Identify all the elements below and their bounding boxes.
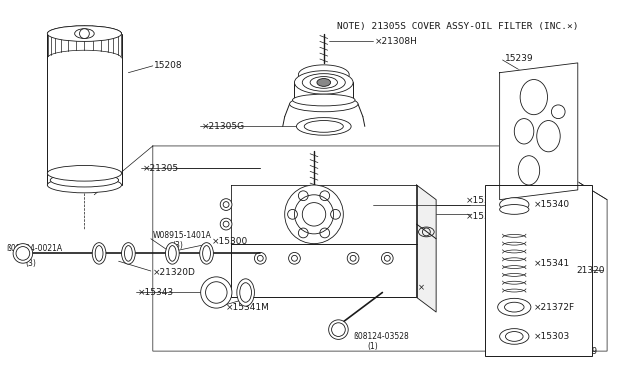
Ellipse shape: [50, 173, 118, 187]
Circle shape: [350, 255, 356, 261]
Text: (1): (1): [368, 342, 378, 351]
Circle shape: [220, 199, 232, 211]
Bar: [485, 185, 593, 356]
Text: ×21320D: ×21320D: [153, 269, 196, 278]
Ellipse shape: [292, 94, 355, 106]
Text: A'5P0 0009: A'5P0 0009: [547, 347, 597, 356]
Ellipse shape: [294, 71, 353, 94]
Text: ×15341: ×15341: [534, 259, 570, 268]
Circle shape: [385, 255, 390, 261]
Text: ×: ×: [418, 283, 425, 292]
Text: NOTE) 21305S COVER ASSY-OIL FILTER (INC.×): NOTE) 21305S COVER ASSY-OIL FILTER (INC.…: [337, 22, 579, 31]
Ellipse shape: [304, 121, 343, 132]
Ellipse shape: [296, 118, 351, 135]
Ellipse shape: [500, 205, 529, 214]
Circle shape: [285, 185, 343, 244]
Ellipse shape: [47, 177, 122, 193]
Ellipse shape: [166, 243, 179, 264]
Ellipse shape: [289, 96, 358, 112]
Circle shape: [220, 218, 232, 230]
Text: 21320: 21320: [577, 266, 605, 275]
Text: ×15340: ×15340: [534, 200, 570, 209]
Text: ×21372F: ×21372F: [534, 303, 575, 312]
Text: ×21305G: ×21305G: [202, 122, 244, 131]
Text: 15208: 15208: [154, 61, 182, 70]
Text: ×15301: ×15301: [465, 196, 502, 205]
Text: ×15300: ×15300: [465, 212, 502, 221]
Ellipse shape: [237, 279, 255, 306]
Text: ß08124-0021A: ß08124-0021A: [6, 244, 62, 253]
Ellipse shape: [298, 65, 349, 84]
Text: ×21308H: ×21308H: [374, 37, 417, 46]
Ellipse shape: [47, 26, 122, 41]
Ellipse shape: [504, 302, 524, 312]
Ellipse shape: [506, 331, 523, 341]
Text: ß08124-03528: ß08124-03528: [353, 332, 409, 341]
Bar: [231, 244, 417, 297]
Polygon shape: [500, 63, 578, 200]
Text: 15239: 15239: [504, 54, 533, 62]
Text: W08915-1401A: W08915-1401A: [153, 231, 212, 240]
Circle shape: [201, 277, 232, 308]
Text: ×15300: ×15300: [211, 237, 248, 246]
Ellipse shape: [122, 243, 135, 264]
Ellipse shape: [92, 243, 106, 264]
Text: ×15302M: ×15302M: [519, 203, 563, 212]
Text: ×15343: ×15343: [138, 288, 174, 297]
Ellipse shape: [500, 198, 529, 211]
Ellipse shape: [498, 298, 531, 316]
Text: (3): (3): [26, 259, 36, 268]
Polygon shape: [231, 185, 417, 244]
Text: ×15341M: ×15341M: [226, 303, 270, 312]
Ellipse shape: [75, 29, 94, 38]
Polygon shape: [417, 185, 436, 312]
Ellipse shape: [317, 78, 331, 86]
Ellipse shape: [500, 328, 529, 344]
Circle shape: [13, 244, 33, 263]
Text: ×15200F: ×15200F: [519, 190, 561, 199]
Text: ×15303: ×15303: [534, 332, 570, 341]
Circle shape: [257, 255, 263, 261]
Circle shape: [329, 320, 348, 339]
Circle shape: [292, 255, 298, 261]
Text: ×21305: ×21305: [143, 164, 179, 173]
Ellipse shape: [47, 166, 122, 181]
Circle shape: [79, 29, 90, 38]
Ellipse shape: [200, 243, 213, 264]
Text: (3): (3): [172, 241, 183, 250]
